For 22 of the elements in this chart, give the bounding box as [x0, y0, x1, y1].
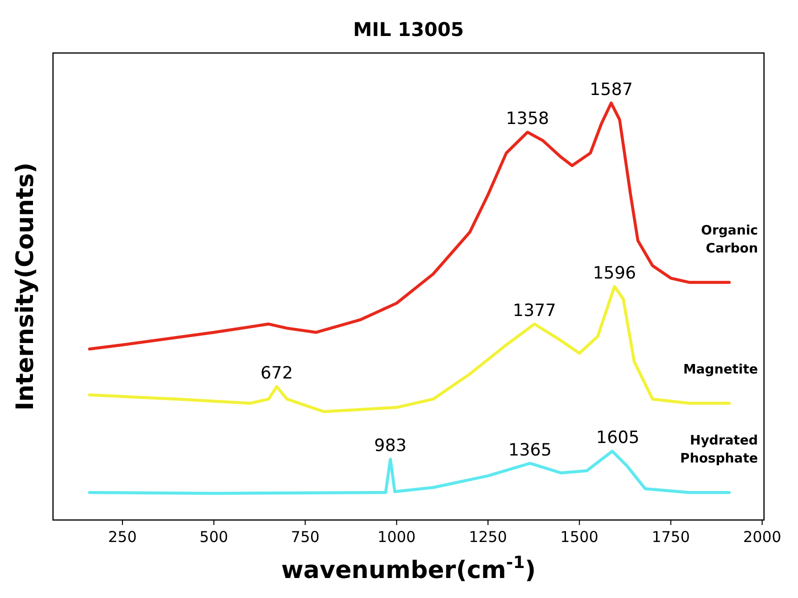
- x-tick-label: 250: [108, 528, 137, 546]
- x-tick-label: 2000: [743, 528, 782, 546]
- x-tick-label: 1250: [468, 528, 508, 546]
- x-tick-label: 500: [200, 528, 228, 546]
- x-tick-label: 1750: [652, 528, 690, 546]
- annotation: 1358: [506, 109, 550, 130]
- annotation: 1365: [508, 440, 552, 460]
- x-tick-label: 1000: [378, 528, 416, 546]
- y-axis-title: Internsity(Counts): [11, 162, 39, 411]
- series-label: Organic Carbon: [701, 223, 758, 256]
- annotation: 983: [374, 436, 407, 456]
- series-label: Hydrated Phosphate: [680, 433, 758, 466]
- x-axis-title: wavenumber(cm$^{-1}$): [281, 552, 536, 584]
- annotation: 1596: [592, 264, 636, 284]
- annotation: 1605: [596, 428, 640, 448]
- chart-title: MIL 13005: [353, 19, 464, 41]
- annotation: 1377: [512, 301, 556, 322]
- annotation: 672: [260, 364, 293, 384]
- series-label: Magnetite: [683, 362, 758, 378]
- x-tick-label: 1500: [560, 528, 598, 546]
- annotation: 1587: [590, 80, 633, 100]
- x-tick-label: 750: [290, 528, 320, 546]
